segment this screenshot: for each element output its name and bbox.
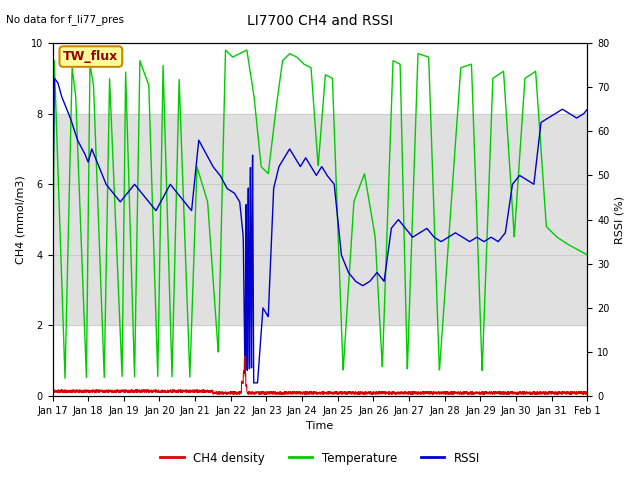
- Y-axis label: CH4 (mmol/m3): CH4 (mmol/m3): [15, 175, 25, 264]
- Text: No data for f_li77_pres: No data for f_li77_pres: [6, 14, 124, 25]
- X-axis label: Time: Time: [307, 421, 333, 432]
- Y-axis label: RSSI (%): RSSI (%): [615, 195, 625, 244]
- Bar: [52, 114, 588, 325]
- Text: TW_flux: TW_flux: [63, 50, 118, 63]
- Text: LI7700 CH4 and RSSI: LI7700 CH4 and RSSI: [247, 14, 393, 28]
- Legend: CH4 density, Temperature, RSSI: CH4 density, Temperature, RSSI: [156, 447, 484, 469]
